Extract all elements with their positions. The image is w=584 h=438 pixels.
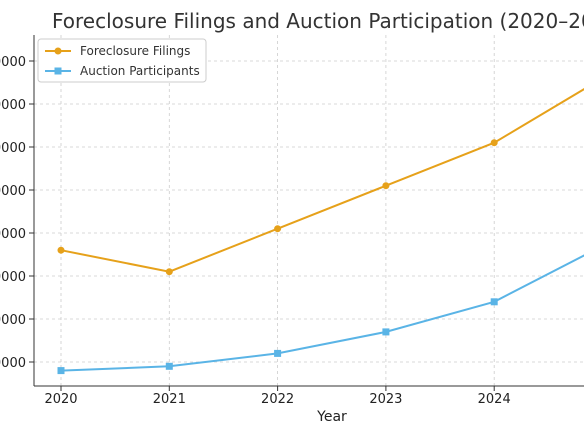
legend-box [37, 38, 207, 83]
chart-title: Foreclosure Filings and Auction Particip… [52, 9, 584, 33]
legend-foreclosure-filings-label: Foreclosure Filings [80, 44, 190, 58]
auction-participants-point [274, 349, 282, 357]
legend-auction-participants-label: Auction Participants [80, 64, 200, 78]
x-tick-label: 2022 [261, 392, 294, 407]
grid [34, 35, 584, 386]
foreclosure-filings-point [165, 268, 173, 276]
tick-labels: 2020 2021 2022 2023 2024 000 0 00 00 0 000 000 0 00 00… [0, 55, 511, 407]
auction-participants-line [60, 254, 584, 372]
x-axis-label: Year [316, 409, 347, 425]
legend: Foreclosure Filings Auction Participants [37, 38, 207, 83]
x-tick-label: 2024 [478, 392, 511, 407]
x-tick-label: 2023 [369, 392, 402, 407]
auction-participants-point [57, 367, 65, 375]
foreclosure-filings-point [382, 182, 390, 190]
foreclosure-filings-point [274, 225, 282, 233]
auction-participants-point [490, 298, 498, 306]
x-tick-label: 2021 [153, 392, 186, 407]
legend-foreclosure-filings-marker [54, 47, 62, 55]
foreclosure-filings-point [490, 139, 498, 147]
legend-auction-participants-marker [54, 67, 62, 75]
foreclosure-filings-line [60, 88, 584, 273]
auction-participants-point [382, 328, 390, 336]
x-tick-label: 2020 [44, 392, 77, 407]
foreclosure-filings-point [57, 246, 65, 254]
series [57, 88, 584, 375]
auction-participants-point [165, 362, 173, 370]
